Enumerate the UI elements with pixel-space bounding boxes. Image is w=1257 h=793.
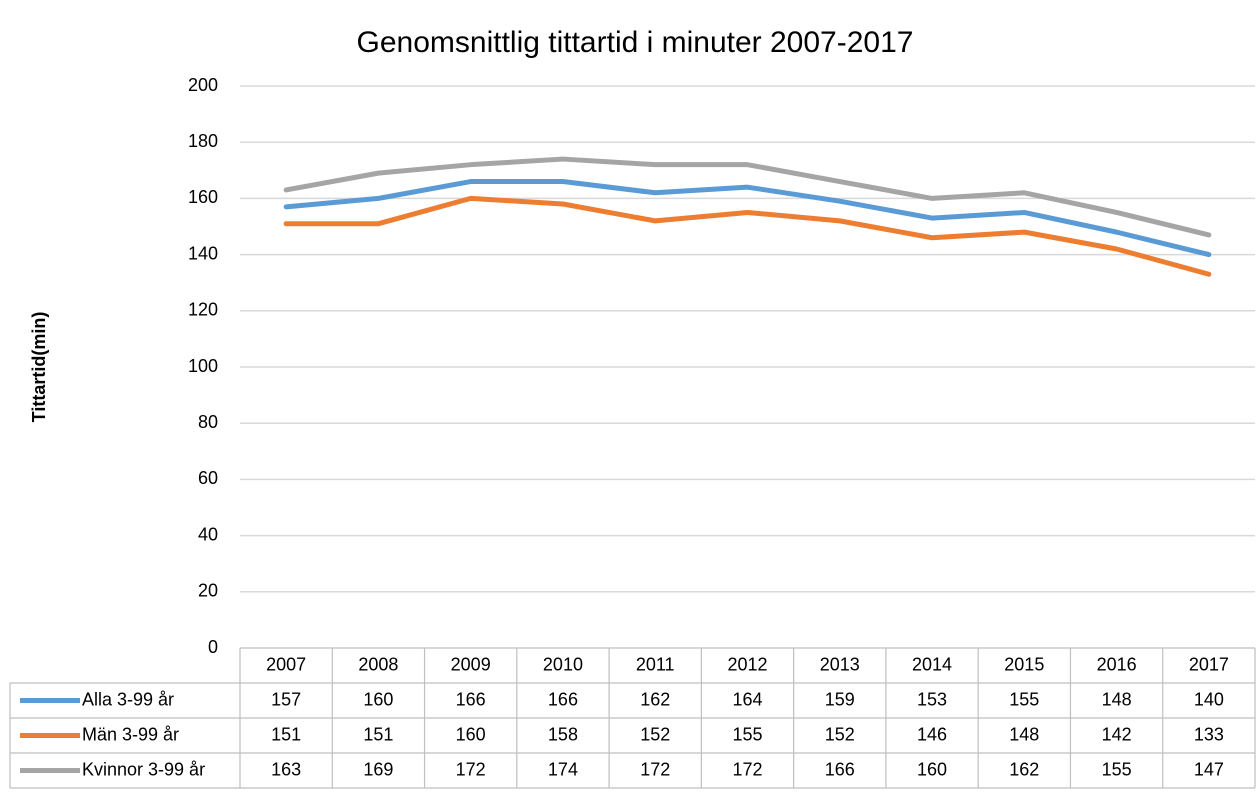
table-value: 153 [917,689,947,709]
x-tick-label: 2011 [636,654,675,674]
table-value: 164 [732,689,762,709]
table-value: 155 [1102,759,1132,779]
y-tick-label: 120 [188,300,218,320]
table-value: 169 [363,759,393,779]
legend-label: Män 3-99 år [82,724,179,744]
y-tick-label: 100 [188,356,218,376]
y-tick-label: 80 [198,412,218,432]
x-tick-label: 2014 [912,654,952,674]
series-line [283,179,1212,258]
y-axis-label: Tittartid(min) [29,312,49,423]
table-value: 133 [1194,724,1224,744]
table-value: 157 [271,689,301,709]
table-value: 160 [456,724,486,744]
table-value: 174 [548,759,578,779]
table-value: 148 [1102,689,1132,709]
x-tick-label: 2009 [451,654,491,674]
y-tick-label: 200 [188,75,218,95]
y-tick-label: 160 [188,187,218,207]
table-value: 160 [917,759,947,779]
table-value: 166 [456,689,486,709]
table-value: 162 [640,689,670,709]
table-value: 152 [825,724,855,744]
table-value: 152 [640,724,670,744]
table-value: 140 [1194,689,1224,709]
y-tick-label: 180 [188,131,218,151]
y-tick-label: 40 [198,524,218,544]
x-tick-label: 2008 [358,654,398,674]
table-value: 147 [1194,759,1224,779]
y-tick-label: 0 [208,637,218,657]
series-line [283,156,1212,238]
table-value: 172 [732,759,762,779]
legend-label: Kvinnor 3-99 år [82,759,205,779]
table-value: 163 [271,759,301,779]
x-tick-label: 2016 [1097,654,1137,674]
y-tick-label: 60 [198,468,218,488]
x-tick-label: 2015 [1004,654,1044,674]
chart-title: Genomsnittlig tittartid i minuter 2007-2… [357,26,914,59]
x-tick-label: 2012 [727,654,767,674]
table-value: 155 [1009,689,1039,709]
table-value: 172 [640,759,670,779]
series-line [283,195,1212,277]
y-tick-label: 140 [188,243,218,263]
x-tick-label: 2013 [820,654,860,674]
table-value: 148 [1009,724,1039,744]
table-value: 172 [456,759,486,779]
table-value: 142 [1102,724,1132,744]
table-value: 160 [363,689,393,709]
table-value: 166 [548,689,578,709]
table-value: 159 [825,689,855,709]
x-tick-label: 2007 [266,654,306,674]
table-value: 146 [917,724,947,744]
table-value: 158 [548,724,578,744]
legend-label: Alla 3-99 år [82,689,174,709]
table-value: 151 [363,724,393,744]
table-value: 155 [732,724,762,744]
x-tick-label: 2017 [1189,654,1229,674]
table-value: 151 [271,724,301,744]
y-tick-label: 20 [198,581,218,601]
x-tick-label: 2010 [543,654,583,674]
table-value: 162 [1009,759,1039,779]
table-value: 166 [825,759,855,779]
